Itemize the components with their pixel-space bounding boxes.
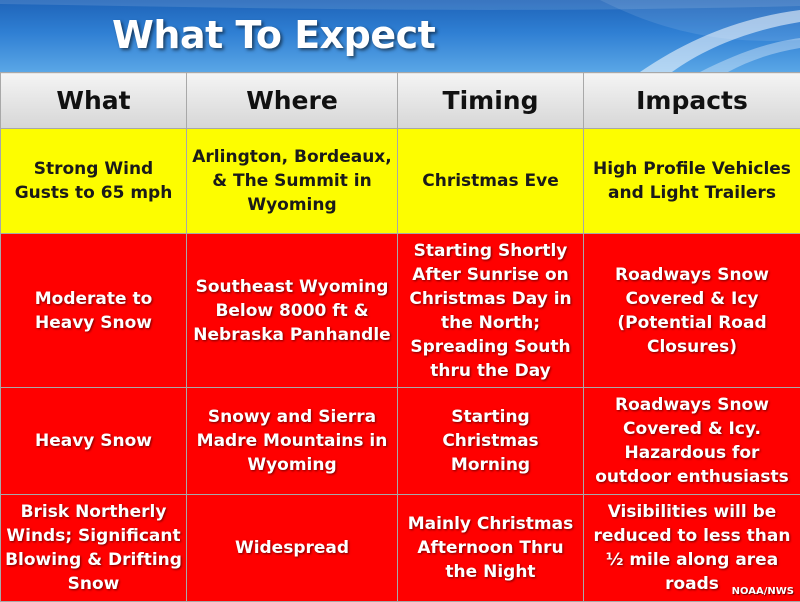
cell-what: Brisk Northerly Winds; Significant Blowi… [1,495,187,602]
credit-label: NOAA/NWS [732,586,794,597]
cell-what: Moderate to Heavy Snow [1,234,187,388]
cell-where: Snowy and Sierra Madre Mountains in Wyom… [187,388,398,495]
column-header-impacts: Impacts [584,73,800,129]
cell-timing: Christmas Eve [398,129,584,234]
column-header-where: Where [187,73,398,129]
cell-where: Southeast Wyoming Below 8000 ft & Nebras… [187,234,398,388]
title-banner: What To Expect [0,0,800,72]
cell-impacts: Roadways Snow Covered & Icy. Hazardous f… [584,388,800,495]
table-row: Strong Wind Gusts to 65 mph Arlington, B… [1,129,800,234]
column-header-what: What [1,73,187,129]
table-row: Heavy Snow Snowy and Sierra Madre Mounta… [1,388,800,495]
table-row: Brisk Northerly Winds; Significant Blowi… [1,495,800,602]
forecast-table: What Where Timing Impacts Strong Wind Gu… [0,72,800,602]
page-title: What To Expect [112,8,435,62]
cell-where: Arlington, Bordeaux, & The Summit in Wyo… [187,129,398,234]
cell-what: Heavy Snow [1,388,187,495]
cell-timing: Starting Christmas Morning [398,388,584,495]
cell-impacts: Roadways Snow Covered & Icy (Potential R… [584,234,800,388]
cell-timing: Starting Shortly After Sunrise on Christ… [398,234,584,388]
cell-what: Strong Wind Gusts to 65 mph [1,129,187,234]
cell-timing: Mainly Christmas Afternoon Thru the Nigh… [398,495,584,602]
cell-impacts: High Profile Vehicles and Light Trailers [584,129,800,234]
table-header-row: What Where Timing Impacts [1,73,800,129]
cell-where: Widespread [187,495,398,602]
table-row: Moderate to Heavy Snow Southeast Wyoming… [1,234,800,388]
column-header-timing: Timing [398,73,584,129]
